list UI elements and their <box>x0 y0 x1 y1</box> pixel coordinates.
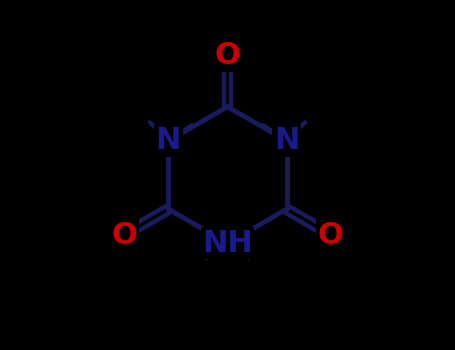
Text: N: N <box>274 126 299 155</box>
Text: O: O <box>215 42 240 70</box>
Text: NH: NH <box>202 229 253 258</box>
Text: O: O <box>318 221 344 250</box>
Text: N: N <box>156 126 181 155</box>
Text: O: O <box>111 221 137 250</box>
